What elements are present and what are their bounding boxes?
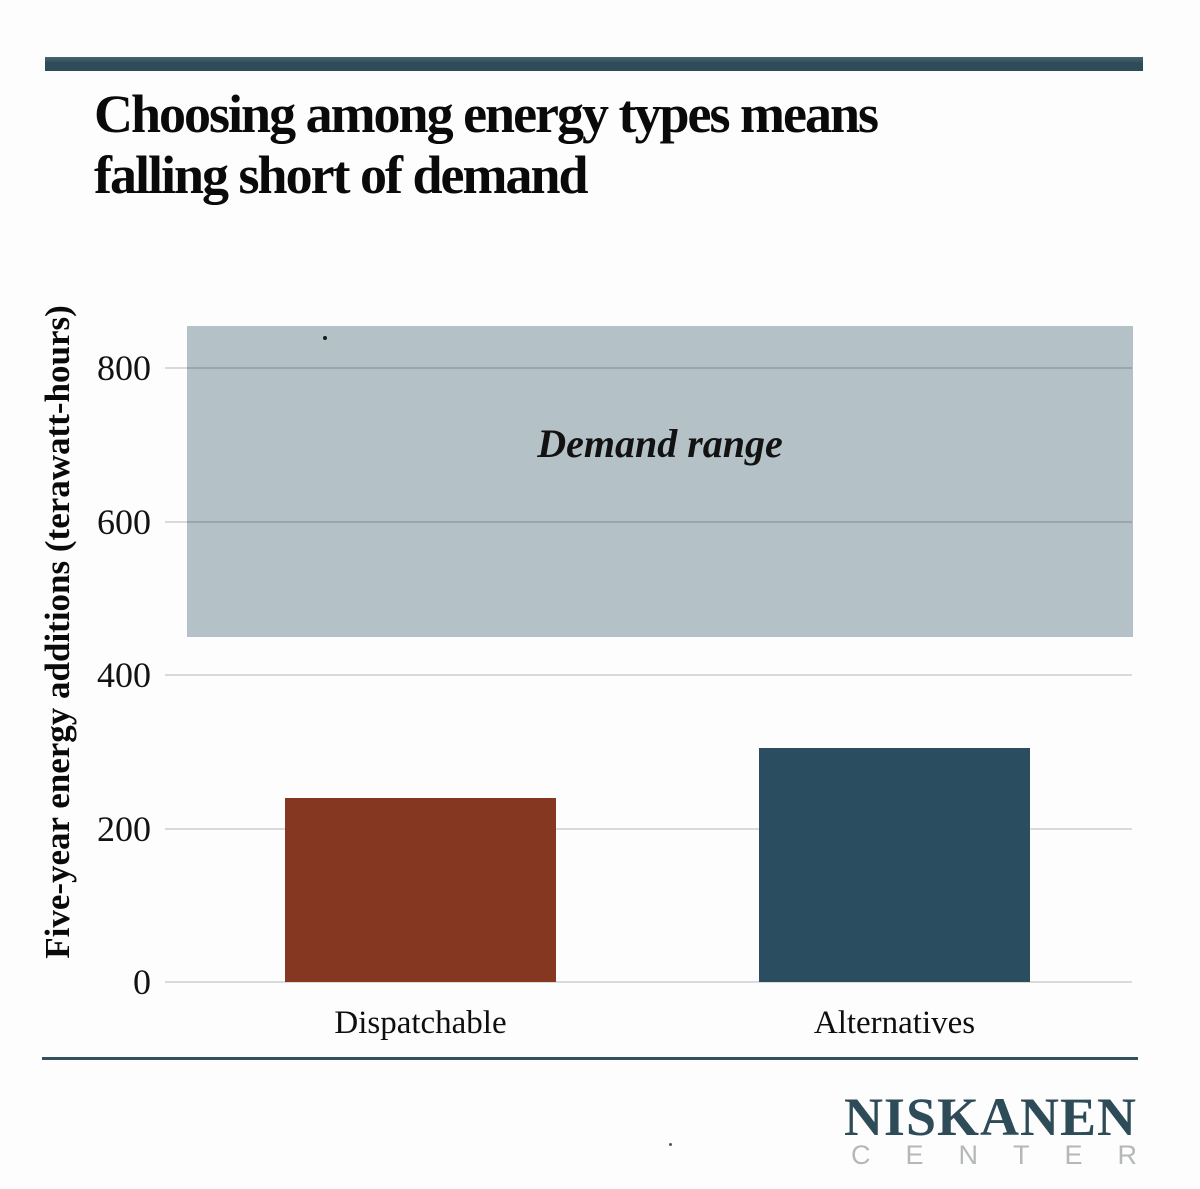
logo-subtitle: CENTER	[850, 1140, 1172, 1170]
niskanen-center-logo: NISKANEN CENTER	[843, 1087, 1137, 1169]
y-tick-label-800: 800	[97, 348, 151, 389]
chart-title-line2: falling short of demand	[94, 145, 589, 205]
gridline-0	[165, 981, 1132, 983]
plot-area: Demand range 0 200 400 600 800 Dispatchable Al…	[97, 307, 1133, 1041]
y-axis-title: Five-year energy additions (terawatt-hou…	[38, 305, 77, 959]
demand-range-band: Demand range	[187, 326, 1133, 637]
x-tick-label-alternatives: Alternatives	[813, 1005, 976, 1041]
footer-divider	[42, 1057, 1138, 1060]
gridline-400	[165, 674, 1132, 677]
y-tick-label-600: 600	[97, 501, 151, 542]
logo-wordmark: NISKANEN	[843, 1087, 1137, 1147]
y-tick-label-200: 200	[97, 808, 151, 849]
speck-dot	[669, 1143, 672, 1146]
chart-title: Choosing among energy types means falling…	[94, 84, 1094, 206]
y-tick-label-400: 400	[97, 655, 151, 696]
gridline-200	[165, 827, 1132, 830]
bar-dispatchable	[285, 797, 556, 982]
speck-dot	[323, 336, 327, 340]
demand-range-label: Demand range	[537, 421, 783, 467]
chart-title-line1: Choosing among energy types means	[94, 84, 879, 144]
gridline-800	[165, 367, 1132, 370]
y-tick-label-0: 0	[133, 962, 151, 1002]
x-tick-label-dispatchable: Dispatchable	[334, 1005, 507, 1041]
gridline-600	[165, 520, 1132, 523]
bar-alternatives	[759, 748, 1030, 982]
top-accent-bar	[45, 57, 1143, 71]
